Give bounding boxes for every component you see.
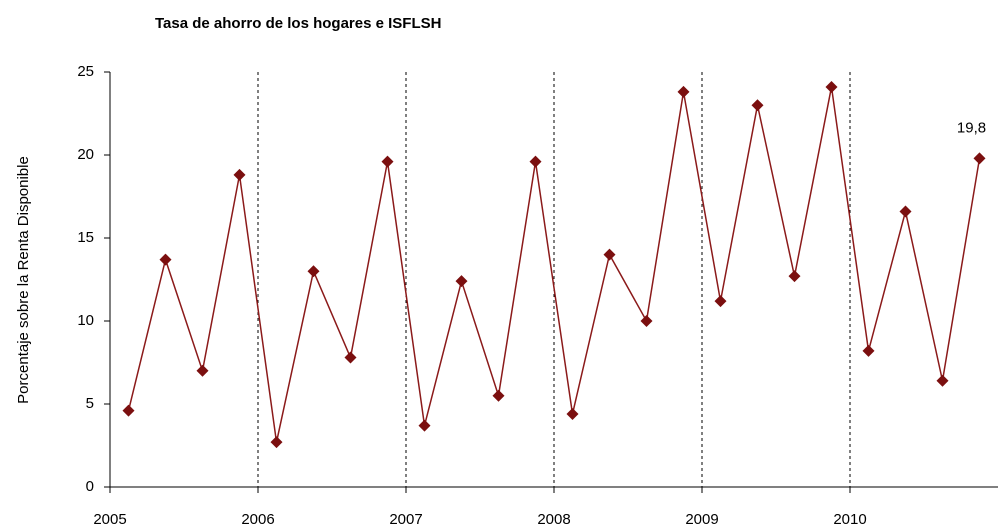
data-point bbox=[307, 265, 320, 278]
data-point bbox=[825, 80, 838, 93]
x-tick-label: 2008 bbox=[537, 511, 570, 527]
data-point bbox=[751, 99, 764, 112]
data-point bbox=[122, 404, 135, 417]
data-point bbox=[159, 253, 172, 266]
data-point bbox=[936, 374, 949, 387]
data-point bbox=[270, 436, 283, 449]
data-point bbox=[899, 205, 912, 218]
y-tick-label: 5 bbox=[86, 395, 94, 412]
data-point bbox=[788, 270, 801, 283]
data-point bbox=[381, 155, 394, 168]
data-point bbox=[677, 85, 690, 98]
x-tick-label: 2007 bbox=[389, 511, 422, 527]
y-tick-label: 15 bbox=[77, 229, 94, 246]
value-label: 19,8 bbox=[957, 119, 986, 136]
x-tick-label: 2009 bbox=[685, 511, 718, 527]
data-point bbox=[603, 248, 616, 261]
data-point bbox=[344, 351, 357, 364]
data-line bbox=[127, 86, 981, 443]
data-point bbox=[973, 152, 986, 165]
y-tick-label: 25 bbox=[77, 63, 94, 80]
data-point bbox=[492, 389, 505, 402]
data-point bbox=[566, 407, 579, 420]
y-tick-label: 10 bbox=[77, 312, 94, 329]
data-point bbox=[714, 295, 727, 308]
data-point bbox=[529, 155, 542, 168]
data-point bbox=[455, 275, 468, 288]
data-point bbox=[233, 168, 246, 181]
x-tick-label: 2005 bbox=[93, 511, 126, 527]
x-tick-label: 2010 bbox=[833, 511, 866, 527]
data-point bbox=[640, 315, 653, 327]
chart-title: Tasa de ahorro de los hogares e ISFLSH bbox=[155, 15, 441, 32]
x-tick-label: 2006 bbox=[241, 511, 274, 527]
y-axis-label: Porcentaje sobre la Renta Disponible bbox=[15, 156, 32, 404]
data-point bbox=[862, 344, 875, 357]
y-tick-label: 20 bbox=[77, 146, 94, 163]
data-point bbox=[196, 364, 209, 377]
data-point bbox=[418, 419, 431, 432]
y-tick-label: 0 bbox=[86, 478, 94, 495]
